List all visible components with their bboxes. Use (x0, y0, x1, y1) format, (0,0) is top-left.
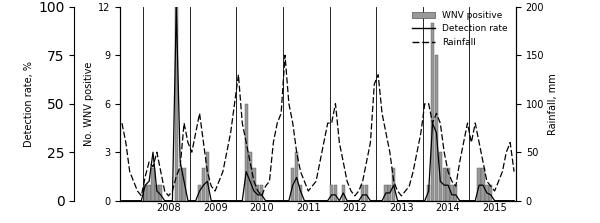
Bar (151, 168, 155, 201)
Bar (392, 168, 395, 201)
Bar (148, 185, 151, 201)
Bar (384, 185, 388, 201)
Bar (435, 55, 438, 201)
Bar (202, 168, 205, 201)
Bar (478, 168, 481, 201)
Bar (489, 185, 493, 201)
Bar (260, 185, 263, 201)
Bar (481, 168, 485, 201)
Bar (485, 185, 488, 201)
Bar (175, 7, 178, 201)
Bar (431, 23, 434, 201)
Bar (454, 185, 457, 201)
Bar (182, 168, 186, 201)
Bar (256, 185, 259, 201)
Bar (365, 185, 368, 201)
Bar (439, 152, 442, 201)
Y-axis label: Rainfall, mm: Rainfall, mm (548, 73, 559, 134)
Y-axis label: Detection rate, %: Detection rate, % (24, 61, 34, 147)
Bar (155, 185, 158, 201)
Bar (334, 185, 337, 201)
Bar (248, 152, 252, 201)
Bar (443, 168, 446, 201)
Bar (143, 185, 147, 201)
Bar (450, 185, 454, 201)
Bar (427, 185, 430, 201)
Y-axis label: No. WNV positive: No. WNV positive (84, 62, 94, 146)
Bar (159, 185, 163, 201)
Bar (245, 104, 248, 201)
Bar (330, 185, 333, 201)
Bar (361, 185, 364, 201)
Bar (295, 152, 298, 201)
Bar (206, 152, 209, 201)
Bar (388, 185, 391, 201)
Legend: WNV positive, Detection rate, Rainfall: WNV positive, Detection rate, Rainfall (409, 7, 511, 51)
Bar (198, 185, 201, 201)
Bar (179, 168, 182, 201)
Bar (252, 168, 256, 201)
Bar (299, 185, 302, 201)
Bar (291, 168, 295, 201)
Bar (446, 168, 450, 201)
Bar (341, 185, 345, 201)
